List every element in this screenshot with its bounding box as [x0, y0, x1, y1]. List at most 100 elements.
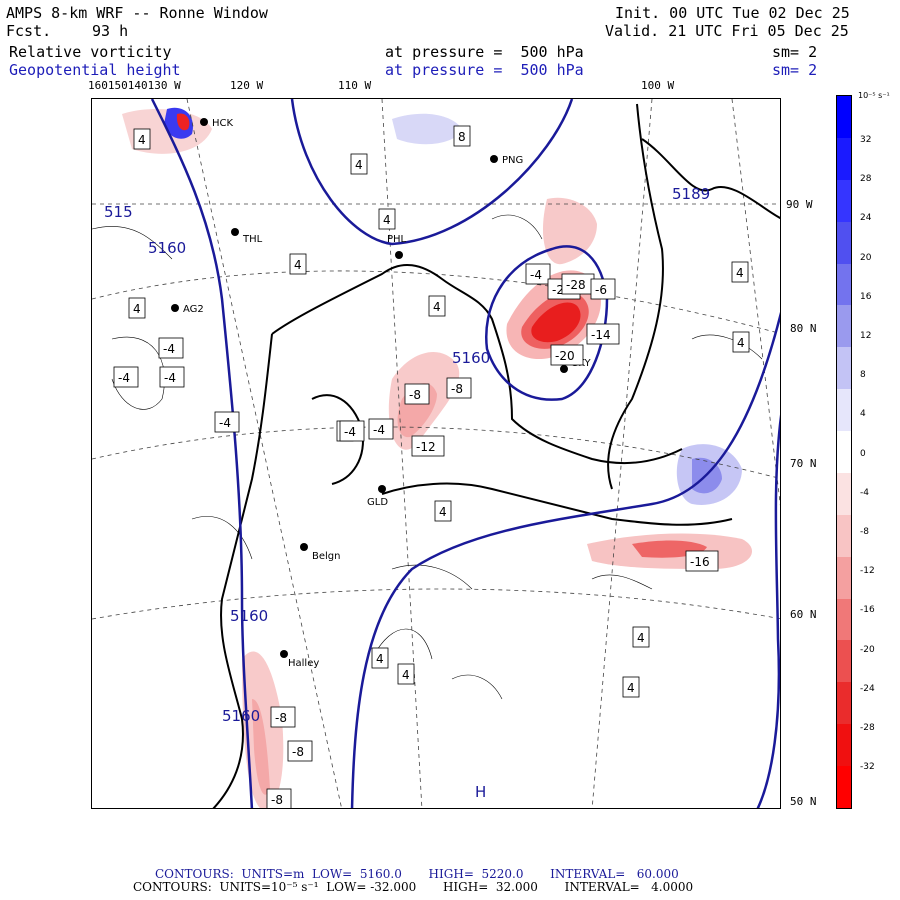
vorticity-label-box [590, 278, 616, 300]
station-phl: PHL [387, 234, 407, 245]
vorticity-label-box [428, 295, 446, 317]
colorbar-segment [837, 514, 851, 558]
station-ag2: AG2 [183, 304, 204, 315]
colorbar-tick-label: 24 [860, 213, 872, 224]
height-label: 5160 [148, 239, 186, 257]
vorticity-label-box [434, 500, 452, 522]
vorticity-label-box [133, 128, 151, 150]
vorticity-label-box [159, 366, 185, 388]
vorticity-label: -4 [219, 416, 231, 430]
vorticity-label-box [287, 740, 313, 762]
height-label: 5160 [222, 707, 260, 725]
vorticity-label: 4 [433, 300, 441, 314]
height-contours [150, 99, 780, 808]
station-thl: THL [242, 234, 263, 245]
colorbar-segment [837, 263, 851, 306]
station-belgn: Belgn [312, 551, 340, 562]
colorbar-tick-label: -8 [860, 527, 869, 537]
vorticity-label: -20 [555, 349, 575, 363]
footer-height-contours: CONTOURS: UNITS=m LOW= 5160.0 HIGH= 5220… [155, 867, 679, 881]
colorbar-segment [837, 472, 851, 516]
colorbar-segment [837, 179, 851, 223]
vorticity-label: 4 [627, 681, 635, 695]
station-gld: GLD [367, 497, 388, 508]
colorbar-tick-label: -32 [860, 762, 875, 773]
colorbar-segment [837, 389, 851, 432]
vorticity-label-box [622, 676, 640, 698]
vorticity-label-box [685, 550, 719, 572]
colorbar-segment [837, 347, 851, 390]
vorticity-label: -28 [566, 278, 586, 292]
vorticity-label: 4 [402, 668, 410, 682]
forecast-label: Fcst. [6, 22, 52, 40]
vorticity-label: 4 [355, 158, 363, 172]
colorbar-segment [837, 305, 851, 348]
vorticity-label: -8 [409, 388, 421, 402]
colorbar-tick-label: -4 [860, 487, 869, 498]
colorbar-segment [837, 431, 851, 474]
vorticity-label-box [453, 125, 471, 147]
vorticity-label: -8 [292, 745, 304, 759]
height-label: 5189 [672, 185, 710, 203]
colorbar-segment [837, 556, 851, 600]
lon-label-110: 110 W [338, 79, 372, 92]
vorticity-label: -14 [591, 328, 611, 342]
colorbar-tick-label: 20 [860, 252, 872, 263]
vorticity-label: 4 [736, 266, 744, 280]
colorbar [836, 95, 852, 809]
colorbar-tick-label: -20 [860, 644, 875, 655]
vorticity-label-box [411, 435, 445, 457]
vorticity-label: -4 [163, 342, 175, 356]
vorticity-label-box [158, 337, 184, 359]
vorticity-label: 4 [637, 631, 645, 645]
vorticity-shading [122, 107, 752, 808]
vorticity-label-box [731, 261, 749, 283]
field2-name: Geopotential height [9, 61, 181, 79]
vorticity-label-box [270, 706, 296, 728]
vorticity-label: -12 [416, 440, 436, 454]
height-label: 515 [104, 203, 133, 221]
lat-label-50: 50 N [790, 795, 817, 808]
vorticity-label: -16 [690, 555, 710, 569]
colorbar-tick-label: 8 [860, 370, 866, 381]
vorticity-label: -4 [373, 423, 385, 437]
vorticity-label: -8 [451, 382, 463, 396]
map-panel[interactable]: HCK PNG PHL THL AG2 SKY GLD Belgn Halley… [91, 98, 781, 809]
colorbar-segment [837, 137, 851, 181]
lon-label-90: 90 W [786, 198, 813, 211]
vorticity-label-box [732, 331, 750, 353]
colorbar-segment [837, 766, 851, 809]
vorticity-label: -4 [344, 425, 356, 439]
vorticity-label: 4 [737, 336, 745, 350]
forecast-hour: 93 h [92, 22, 129, 40]
colorbar-tick-label: -28 [860, 723, 875, 733]
vorticity-label-box [378, 208, 396, 230]
vorticity-label: 4 [138, 133, 146, 147]
vorticity-label-box [550, 344, 584, 366]
lon-label-160-130: 160150140130 W [88, 79, 181, 92]
coastline [212, 103, 780, 808]
station-markers [171, 118, 568, 658]
vorticity-label-box [289, 253, 307, 275]
vorticity-label: 4 [439, 505, 447, 519]
model-title: AMPS 8-km WRF -- Ronne Window [6, 4, 268, 22]
colorbar-tick-label: 4 [860, 409, 866, 420]
map-canvas: HCK PNG PHL THL AG2 SKY GLD Belgn Halley… [92, 99, 780, 808]
colorbar-segment [837, 682, 851, 725]
vorticity-label: -8 [271, 793, 283, 807]
vorticity-label-box [397, 663, 415, 685]
lon-label-100: 100 W [641, 79, 675, 92]
colorbar-segment [837, 724, 851, 767]
colorbar-segment [837, 640, 851, 683]
vorticity-label-box [350, 153, 368, 175]
vorticity-label-box [525, 263, 551, 285]
station-hck: HCK [212, 118, 234, 129]
vorticity-label: 4 [294, 258, 302, 272]
colorbar-tick-label: -24 [860, 683, 875, 694]
field1-name: Relative vorticity [9, 43, 172, 61]
height-label: 5160 [452, 349, 490, 367]
vorticity-label: -6 [595, 283, 607, 297]
vorticity-label: -4 [118, 371, 130, 385]
vorticity-label-box [128, 297, 146, 319]
vorticity-label: 4 [376, 652, 384, 666]
